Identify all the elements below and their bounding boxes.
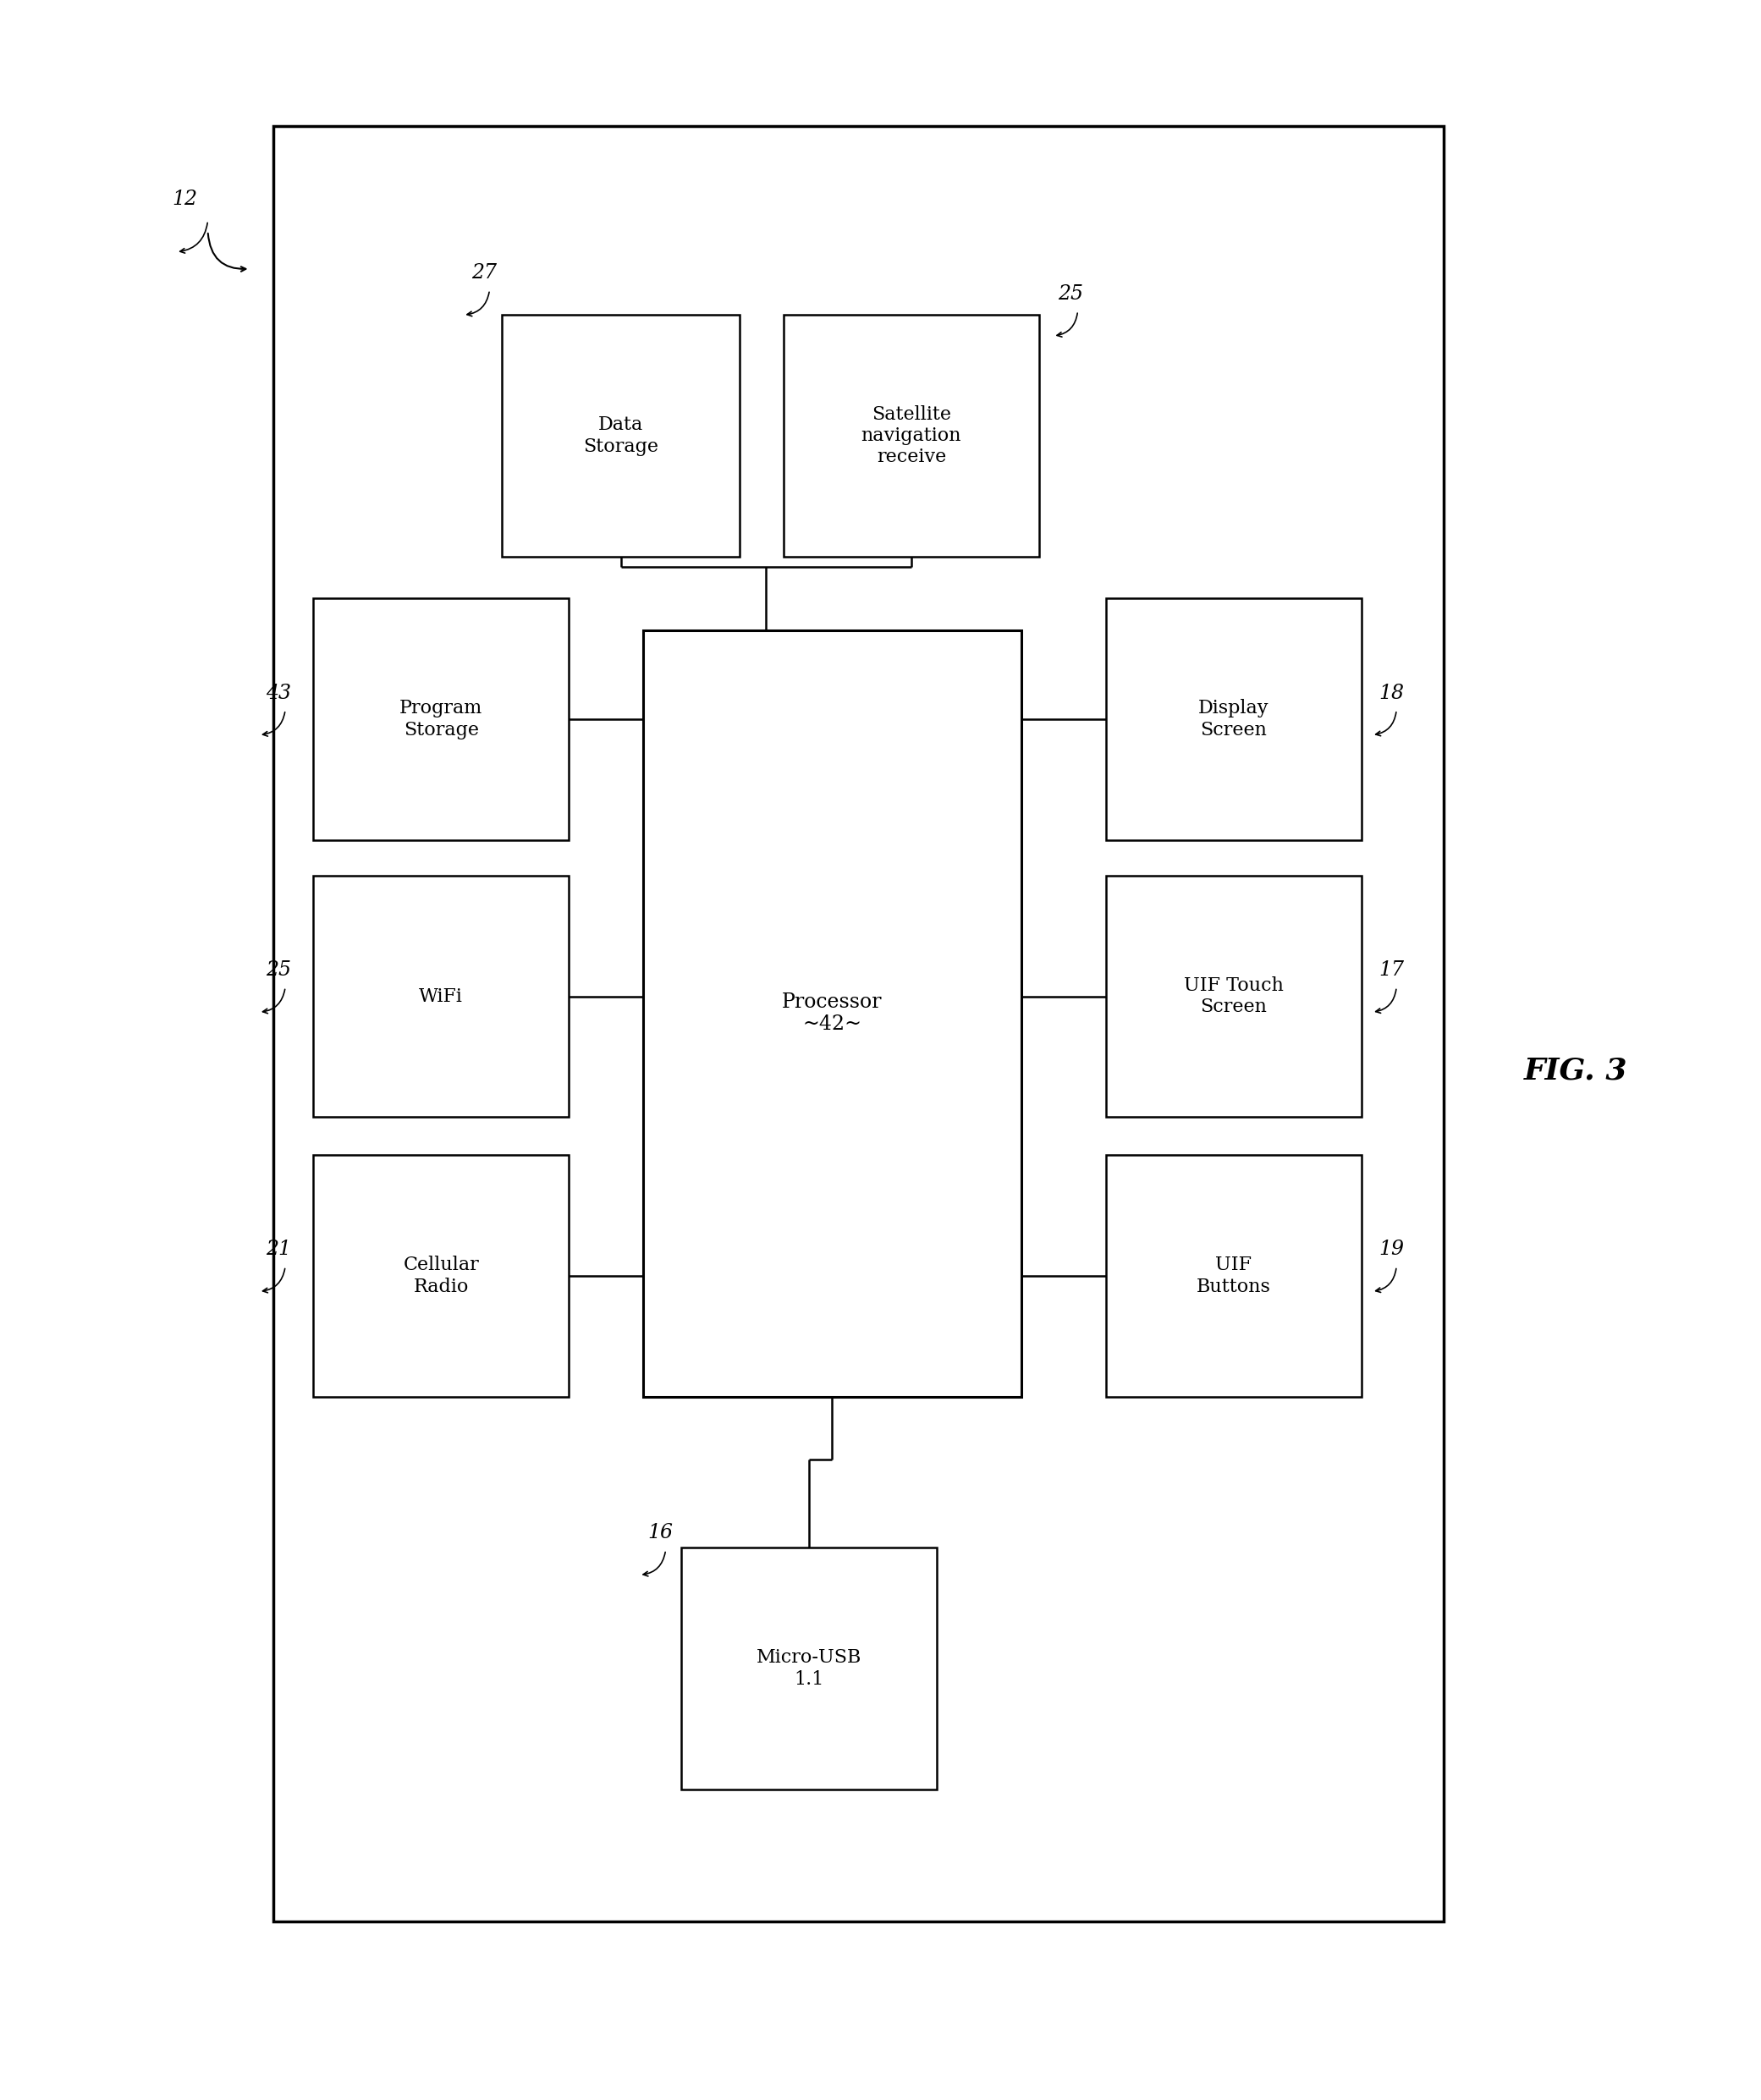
Bar [313,598,569,840]
Text: Satellite
navigation
receive: Satellite navigation receive [861,405,962,466]
Bar [1106,876,1361,1117]
Text: 27: 27 [472,262,497,284]
Bar [1106,598,1361,840]
Text: UIF
Buttons: UIF Buttons [1196,1256,1271,1296]
Text: FIG. 3: FIG. 3 [1525,1056,1627,1086]
Text: 21: 21 [266,1239,291,1260]
Text: Program
Storage: Program Storage [400,699,483,739]
Text: Processor
~42~: Processor ~42~ [782,993,882,1033]
Bar [784,315,1039,556]
Text: 17: 17 [1379,960,1404,981]
Text: Micro-USB
1.1: Micro-USB 1.1 [757,1649,861,1688]
Text: Cellular
Radio: Cellular Radio [403,1256,479,1296]
Text: Data
Storage: Data Storage [583,416,659,456]
Bar [502,315,740,556]
Bar [313,876,569,1117]
Bar [313,1155,569,1397]
Bar [682,1548,937,1789]
Bar [1106,1155,1361,1397]
Text: Display
Screen: Display Screen [1197,699,1270,739]
Text: 25: 25 [266,960,291,981]
Text: 18: 18 [1379,682,1404,704]
Text: UIF Touch
Screen: UIF Touch Screen [1183,977,1284,1016]
Text: 19: 19 [1379,1239,1404,1260]
Text: 12: 12 [173,189,197,210]
Text: 43: 43 [266,682,291,704]
Text: WiFi: WiFi [419,987,463,1006]
Bar [643,630,1021,1397]
Text: 25: 25 [1058,284,1083,304]
Text: 16: 16 [648,1523,673,1544]
Bar [273,126,1444,1922]
